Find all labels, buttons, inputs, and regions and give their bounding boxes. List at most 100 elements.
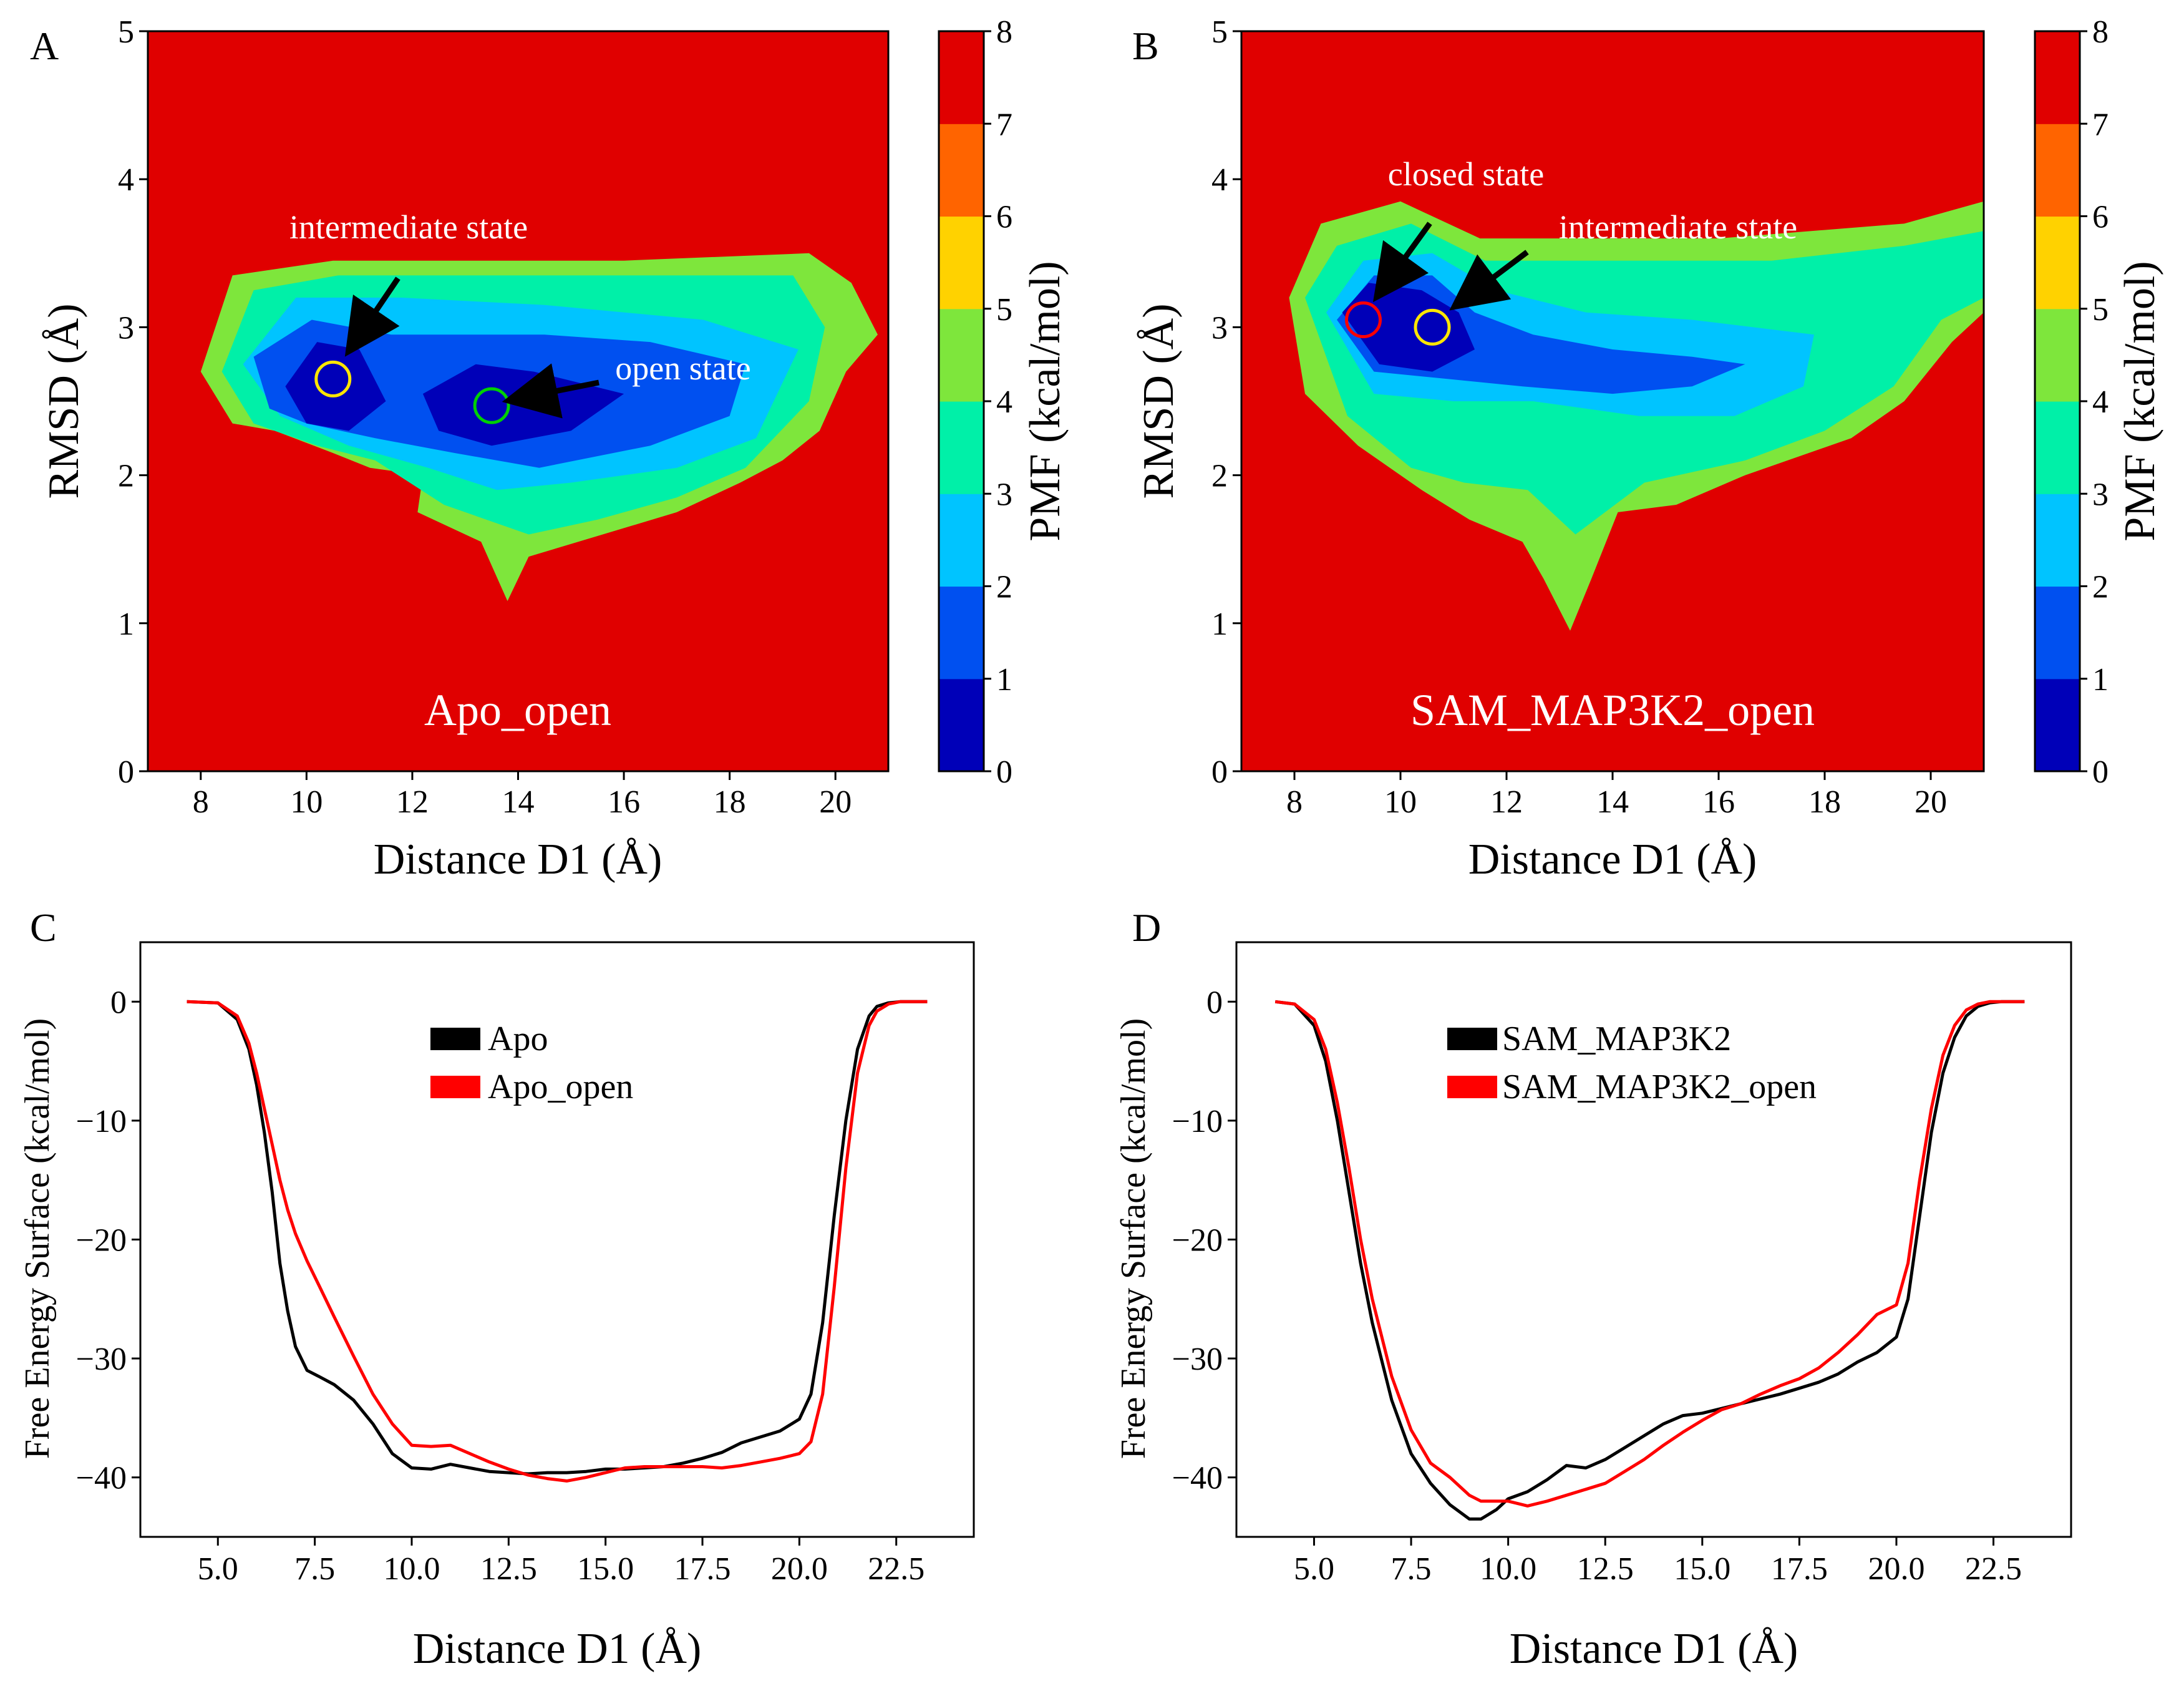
- legend-d-label-sam-map3k2-open: SAM_MAP3K2_open: [1502, 1068, 1817, 1106]
- arrow-b-closed: [1372, 222, 1432, 303]
- y-tick-label: −10: [1172, 1104, 1223, 1139]
- line-c-series-apo-open: [187, 1000, 928, 1483]
- legend-d: SAM_MAP3K2 SAM_MAP3K2_open: [1447, 1020, 1817, 1106]
- colorbar-a-band-3: [939, 401, 984, 494]
- heatmap-a-y-ticks: 0 1 2 3 4 5: [118, 14, 148, 790]
- x-tick-label: 20.0: [1868, 1551, 1924, 1587]
- heatmap-b-marker-2: [1414, 308, 1451, 346]
- x-tick-label: 5.0: [198, 1551, 238, 1587]
- x-tick-label: 7.5: [294, 1551, 335, 1587]
- x-tick-label: 14: [502, 784, 535, 820]
- y-tick-label: 0: [118, 754, 134, 790]
- y-tick-label: 2: [1211, 459, 1228, 494]
- annotation-a-intermediate: intermediate state: [289, 208, 528, 246]
- heatmap-a-marker-1: [314, 360, 352, 397]
- colorbar-a-band-6: [939, 124, 984, 217]
- x-tick-label: 10: [1384, 784, 1417, 820]
- x-tick-label: 14: [1596, 784, 1629, 820]
- panel-letter-b: B: [1132, 24, 1159, 68]
- x-tick-label: 17.5: [674, 1551, 731, 1587]
- y-tick-label: 4: [118, 162, 134, 198]
- x-tick-label: 7.5: [1391, 1551, 1432, 1587]
- y-tick-label: −20: [76, 1223, 127, 1259]
- line-chart-c-y-ticks: 0 −10 −20 −30 −40: [76, 985, 140, 1496]
- colorbar-a-band-2: [939, 494, 984, 587]
- colorbar-a-band-5: [939, 216, 984, 309]
- colorbar-b-band-1: [2035, 586, 2080, 680]
- colorbar-a: 0 1 2 3 4 5 6 7 8: [938, 14, 1012, 790]
- legend-c-label-apo: Apo: [488, 1020, 548, 1058]
- x-tick-label: 16: [608, 784, 640, 820]
- line-chart-d-ylabel: Free Energy Surface (kcal/mol): [1114, 1018, 1153, 1459]
- line-c-series-apo: [187, 1000, 928, 1476]
- y-tick-label: 5: [1211, 14, 1228, 50]
- panel-c: C 5.0 7.5 10.0 12.5 15.0 17.5 20.0 22.5 0 −10 −20…: [18, 905, 975, 1673]
- heatmap-a-ylabel: RMSD (Å): [40, 303, 88, 499]
- x-tick-label: 20: [819, 784, 852, 820]
- line-chart-c-frame: [139, 941, 975, 1538]
- y-tick-label: −40: [76, 1461, 127, 1496]
- legend-c: Apo Apo_open: [430, 1020, 633, 1106]
- x-tick-label: 12: [396, 784, 429, 820]
- colorbar-b-band-3: [2035, 401, 2080, 494]
- colorbar-b-band-0: [2035, 678, 2080, 772]
- colorbar-tick-label: 6: [2092, 200, 2109, 235]
- colorbar-a-band-4: [939, 308, 984, 402]
- arrow-b-intermediate: [1449, 250, 1529, 311]
- x-tick-label: 20.0: [771, 1551, 828, 1587]
- line-chart-c-x-ticks: 5.0 7.5 10.0 12.5 15.0 17.5 20.0 22.5: [198, 1537, 925, 1587]
- legend-d-swatch-sam-map3k2-open: [1447, 1076, 1497, 1098]
- heatmap-a-title: Apo_open: [424, 685, 611, 735]
- line-d-series-sam-map3k2-open: [1274, 1000, 2025, 1508]
- colorbar-tick-label: 4: [996, 384, 1012, 420]
- heatmap-b-contour-level-1: [1342, 283, 1475, 372]
- heatmap-b-ylabel: RMSD (Å): [1135, 303, 1183, 499]
- heatmap-b-xlabel: Distance D1 (Å): [1468, 836, 1757, 884]
- colorbar-b: 0 1 2 3 4 5 6 7 8: [2034, 14, 2109, 790]
- legend-d-swatch-sam-map3k2: [1447, 1028, 1497, 1050]
- colorbar-a-band-7: [939, 31, 984, 124]
- panel-letter-c: C: [30, 905, 57, 950]
- x-tick-label: 10.0: [383, 1551, 440, 1587]
- colorbar-tick-label: 5: [996, 292, 1012, 328]
- x-tick-label: 22.5: [868, 1551, 925, 1587]
- line-d-series-sam-map3k2: [1274, 1000, 2025, 1521]
- colorbar-tick-label: 7: [996, 107, 1012, 142]
- panel-letter-d: D: [1132, 905, 1161, 950]
- heatmap-b-x-ticks: 8 10 12 14 16 18 20: [1286, 771, 1947, 820]
- y-tick-label: 1: [1211, 607, 1228, 642]
- colorbar-tick-label: 4: [2092, 384, 2109, 420]
- legend-c-label-apo-open: Apo_open: [488, 1068, 633, 1106]
- x-tick-label: 10.0: [1480, 1551, 1536, 1587]
- arrow-a-intermediate: [344, 276, 400, 357]
- x-tick-label: 18: [1808, 784, 1841, 820]
- colorbar-tick-label: 5: [2092, 292, 2109, 328]
- y-tick-label: 3: [1211, 310, 1228, 346]
- annotation-b-closed: closed state: [1388, 155, 1544, 193]
- y-tick-label: −20: [1172, 1223, 1223, 1259]
- colorbar-b-band-4: [2035, 308, 2080, 402]
- colorbar-a-band-0: [939, 678, 984, 772]
- y-tick-label: −10: [76, 1104, 127, 1139]
- x-tick-label: 12: [1490, 784, 1523, 820]
- colorbar-tick-label: 3: [996, 477, 1012, 512]
- x-tick-label: 8: [193, 784, 209, 820]
- colorbar-tick-label: 8: [996, 14, 1012, 50]
- heatmap-b-title: SAM_MAP3K2_open: [1410, 685, 1815, 735]
- line-chart-c-series: [187, 1000, 928, 1483]
- x-tick-label: 15.0: [577, 1551, 634, 1587]
- x-tick-label: 10: [290, 784, 323, 820]
- x-tick-label: 15.0: [1674, 1551, 1730, 1587]
- annotation-b-intermediate: intermediate state: [1559, 208, 1797, 246]
- colorbar-tick-label: 6: [996, 200, 1012, 235]
- line-chart-d-x-ticks: 5.0 7.5 10.0 12.5 15.0 17.5 20.0 22.5: [1294, 1537, 2022, 1587]
- line-chart-d-y-ticks: 0 −10 −20 −30 −40: [1172, 985, 1236, 1496]
- x-tick-label: 12.5: [1577, 1551, 1634, 1587]
- colorbar-tick-label: 2: [2092, 570, 2109, 605]
- line-chart-c-ylabel: Free Energy Surface (kcal/mol): [18, 1018, 57, 1459]
- colorbar-tick-label: 8: [2092, 14, 2109, 50]
- x-tick-label: 17.5: [1771, 1551, 1828, 1587]
- y-tick-label: −40: [1172, 1461, 1223, 1496]
